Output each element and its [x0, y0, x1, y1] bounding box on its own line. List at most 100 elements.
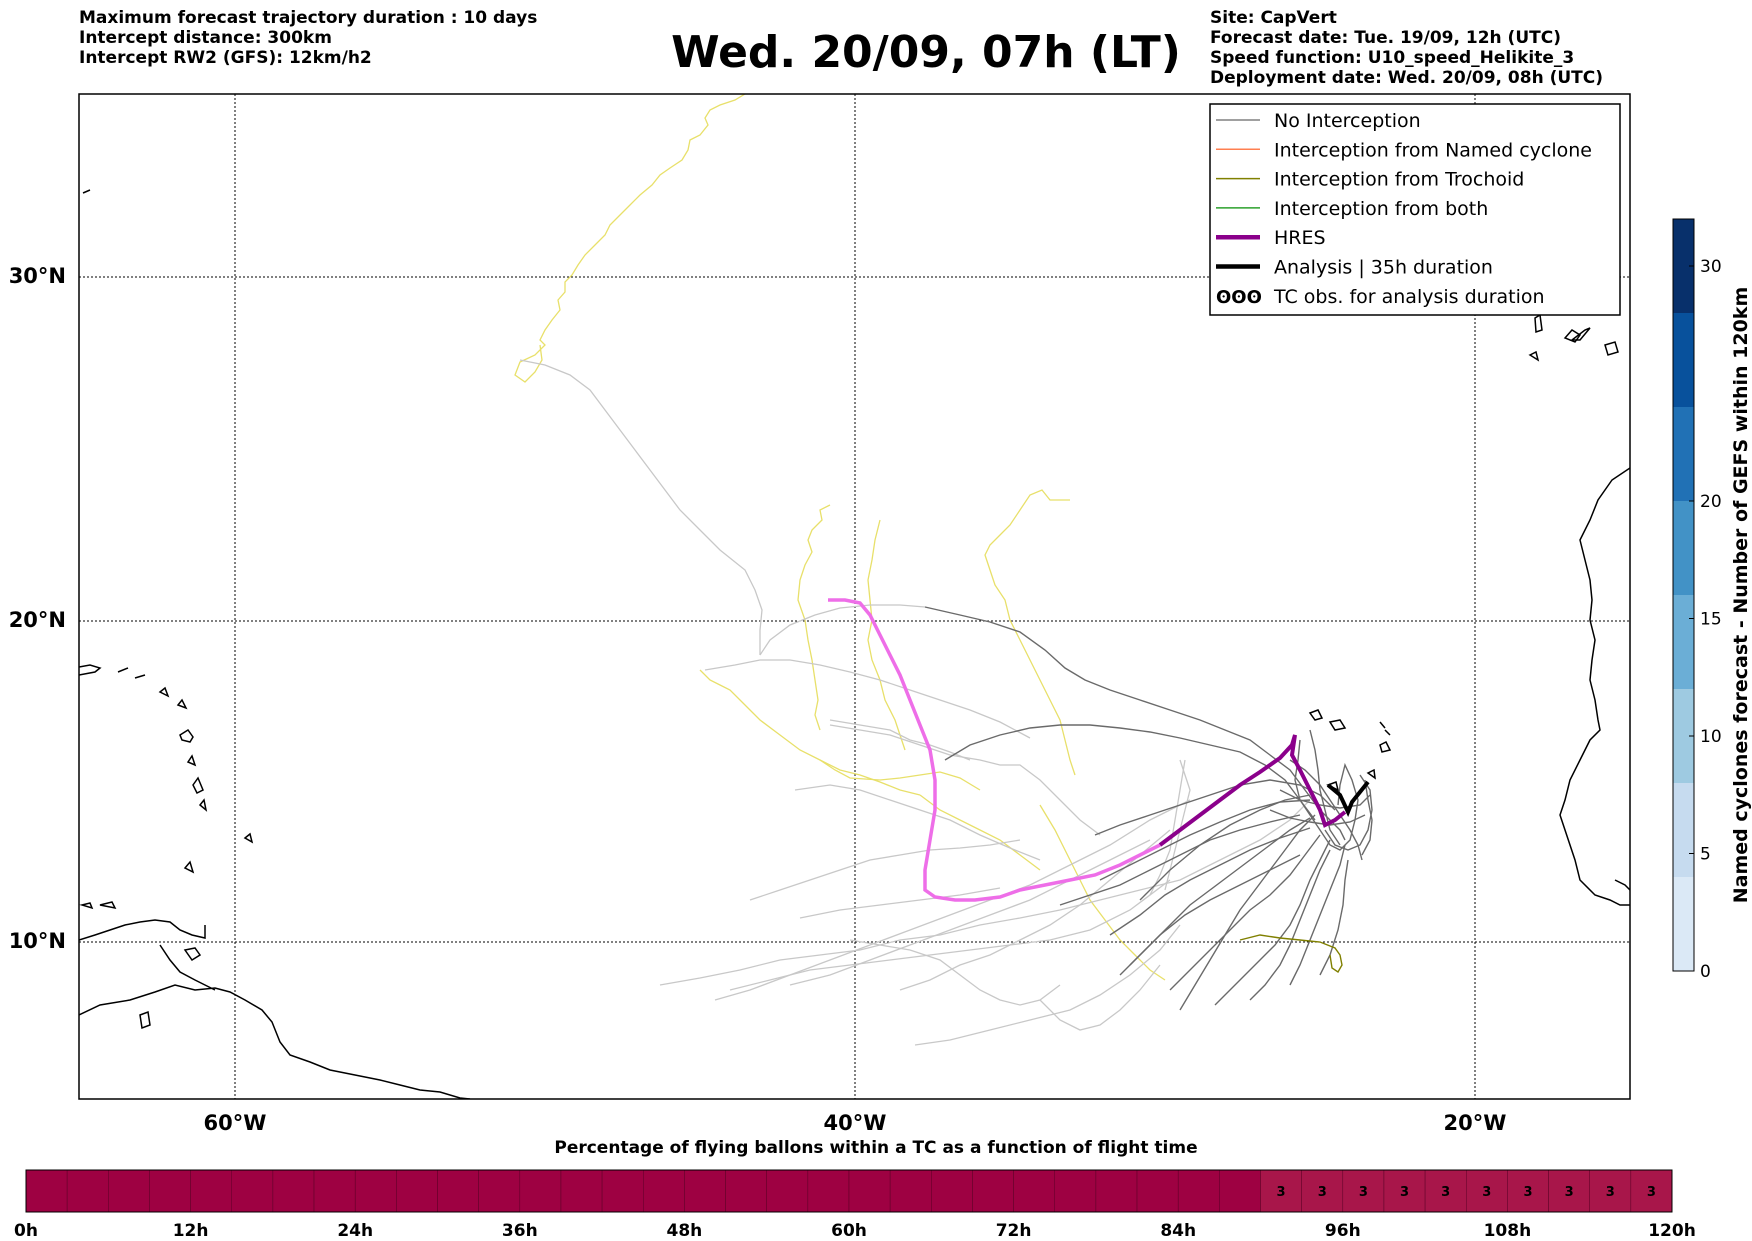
yellow-trajectories	[514, 94, 1166, 981]
analysis-trajectory	[1326, 780, 1370, 818]
legend-label-0: No Interception	[1274, 110, 1421, 132]
darkgrey-traj-16	[1294, 739, 1359, 851]
coastline-cape-verde-5	[1366, 768, 1376, 780]
darkgrey-traj-11	[1319, 859, 1349, 976]
lightgrey-traj-4	[659, 799, 1311, 986]
darkgrey-traj-9	[1249, 849, 1331, 1001]
darkgrey-traj-20	[1279, 789, 1371, 809]
lightgrey-traj-2	[759, 604, 926, 656]
coastline-cape-verde-1	[1308, 709, 1324, 721]
legend-item-3: Interception from both	[1216, 198, 1488, 220]
coastline-puerto-rico	[79, 664, 102, 676]
yellow-traj-5	[699, 669, 921, 796]
header-site: Site: CapVert	[1210, 8, 1337, 28]
darkgrey-traj-2	[944, 724, 1316, 821]
legend-label-2: Interception from Trochoid	[1274, 169, 1524, 191]
map-frame	[78, 93, 1631, 1100]
lon-label-40w: 40°W	[824, 1111, 887, 1135]
lightgrey-traj-15	[799, 887, 1001, 919]
coastline-cape-verde-2	[1328, 719, 1347, 731]
legend-item-1: Interception from Named cyclone	[1216, 139, 1592, 161]
coastline-canaries-3	[1569, 327, 1591, 341]
lightgrey-traj-16	[849, 939, 1061, 1006]
header-left: Maximum forecast trajectory duration : 1…	[79, 8, 537, 68]
yellow-traj-2	[797, 504, 831, 731]
darkgrey-traj-4	[1139, 794, 1311, 901]
darkgrey-traj-14	[1099, 799, 1311, 881]
darkgrey-traj-12	[1109, 827, 1311, 936]
lightgrey-traj-6	[729, 879, 1171, 991]
bottom-bar-title: Percentage of flying ballons within a TC…	[554, 1138, 1198, 1158]
olive-trajectories	[1239, 934, 1343, 973]
coastline-south-america	[79, 984, 471, 1099]
coastline-canaries-4	[1604, 341, 1619, 356]
coastline-cape-verde-4	[1379, 740, 1392, 753]
yellow-traj-3	[867, 519, 906, 751]
darkgrey-trajectories	[924, 606, 1373, 1011]
darkgrey-traj-5	[1179, 814, 1316, 1011]
coastline-venezuela-east	[159, 944, 216, 991]
lightgrey-traj-13	[794, 784, 1041, 861]
lightgrey-traj-7	[789, 839, 1151, 986]
lightgrey-traj-9	[914, 924, 1181, 1046]
coastline-leeward-2	[176, 698, 188, 710]
page-title: Wed. 20/09, 07h (LT)	[671, 27, 1181, 78]
coastline-west-africa	[1559, 467, 1630, 906]
legend-label-3: Interception from both	[1274, 198, 1488, 220]
legend-item-0: No Interception	[1216, 110, 1421, 132]
darkgrey-traj-13	[1119, 854, 1301, 976]
coastline-bermuda-area	[82, 189, 91, 194]
coastline-canaries-5	[1528, 350, 1540, 362]
hres-traj-purple	[1158, 734, 1347, 847]
coastline-leeward-1	[158, 686, 170, 698]
header-speed-function: Speed function: U10_speed_Helikite_3	[1210, 48, 1575, 68]
tc-obs-symbol-icon: ʘʘʘ	[1216, 287, 1262, 308]
darkgrey-traj-6	[1169, 834, 1321, 991]
lightgrey-traj-14	[749, 839, 1021, 901]
coastline-guinea-isl	[1614, 879, 1630, 891]
legend-label-5: Analysis | 35h duration	[1274, 257, 1493, 279]
coastline-tobago	[99, 901, 117, 910]
darkgrey-traj-1	[924, 606, 1346, 841]
header-intercept-distance: Intercept distance: 300km	[79, 28, 332, 48]
header-trajectory-duration: Maximum forecast trajectory duration : 1…	[79, 8, 538, 28]
coastline-canaries-1	[1534, 313, 1543, 334]
analysis-traj-line	[1326, 780, 1370, 818]
legend-item-5: Analysis | 35h duration	[1216, 257, 1493, 279]
lightgrey-traj-12	[704, 659, 1031, 739]
lightgrey-traj-11	[829, 719, 971, 761]
coastline-venezuela	[79, 919, 206, 941]
darkgrey-traj-19	[1309, 729, 1341, 846]
coastline-virgin-isl	[117, 667, 146, 679]
coastline-aruba	[79, 902, 94, 910]
legend-box	[1209, 103, 1621, 316]
darkgrey-traj-17	[1324, 774, 1373, 851]
olive-traj-1	[1239, 934, 1343, 973]
lightgrey-traj-1	[519, 359, 763, 655]
coastline-barbados	[243, 832, 254, 844]
lightgrey-traj-10	[1039, 964, 1161, 1031]
lat-label-20n: 20°N	[9, 608, 66, 632]
legend-item-2: Interception from Trochoid	[1216, 169, 1524, 191]
lightgrey-traj-3	[829, 724, 1101, 836]
darkgrey-traj-3	[1094, 779, 1336, 836]
header-right: Site: CapVert Forecast date: Tue. 19/09,…	[1210, 8, 1603, 88]
coastline-grenada	[183, 860, 195, 874]
yellow-traj-1	[514, 94, 746, 383]
coastline-trinidad	[183, 947, 202, 962]
lightgrey-traj-18	[1149, 759, 1186, 896]
yellow-traj-6	[819, 759, 981, 791]
coastline-martinique	[192, 776, 204, 795]
darkgrey-traj-21	[1269, 809, 1366, 826]
darkgrey-traj-10	[1289, 844, 1346, 986]
legend-label-1: Interception from Named cyclone	[1274, 139, 1592, 161]
lat-label-30n: 30°N	[9, 264, 66, 288]
legend-item-6: ʘʘʘ TC obs. for analysis duration	[1216, 286, 1545, 308]
coastline-cape-verde-3	[1379, 721, 1391, 736]
header-forecast-date: Forecast date: Tue. 19/09, 12h (UTC)	[1210, 28, 1561, 48]
lightgrey-traj-17	[1164, 759, 1191, 891]
darkgrey-traj-8	[1214, 839, 1331, 1006]
legend-item-4: HRES	[1216, 227, 1326, 249]
header-deployment-date: Deployment date: Wed. 20/09, 08h (UTC)	[1210, 68, 1604, 88]
